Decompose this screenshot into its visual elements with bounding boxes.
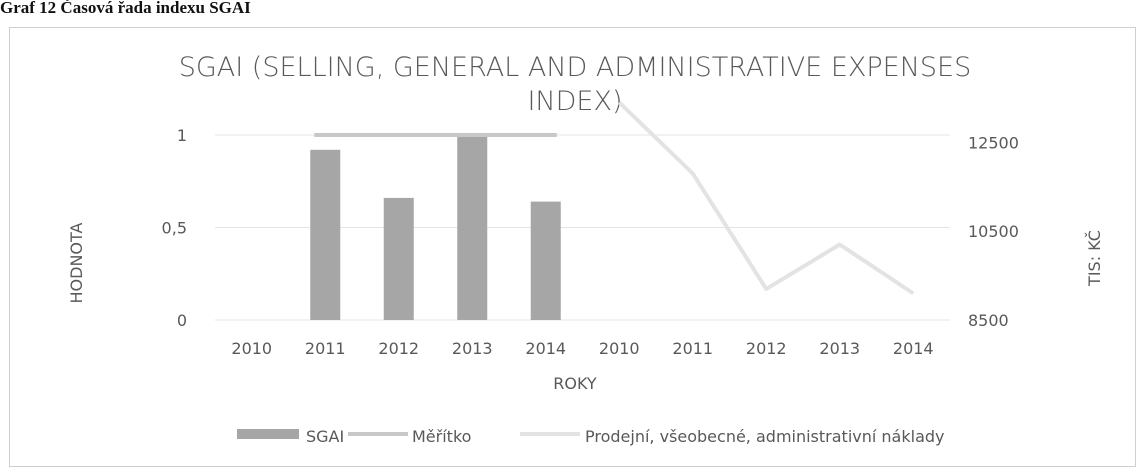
y-axis-title: HODNOTA [67,222,86,303]
y2-tick-label-2: 12500 [968,133,1019,152]
y2-tick-label-1: 10500 [968,222,1019,241]
x-tick-label-0: 2010 [231,339,272,358]
sgai-bar-2011-1 [310,149,341,320]
x-tick-label-4: 2014 [525,339,566,358]
sgai-bars [310,135,561,320]
legend-label-naklady: Prodejní, všeobecné, administrativní nák… [585,427,945,446]
y-tick-label-2: 1 [177,126,187,145]
legend: SGAI Měřítko Prodejní, všeobecné, admini… [237,427,945,446]
x-tick-label-8: 2013 [819,339,860,358]
chart-title-line-2: INDEX) [527,86,622,117]
chart-caption: Graf 12 Časová řada indexu SGAI [0,0,251,17]
legend-label-sgai: SGAI [306,427,344,446]
sgai-chart: SGAI (SELLING, GENERAL AND ADMINISTRATIV… [67,52,1104,446]
sgai-bar-2013-3 [457,135,488,320]
x-tick-label-7: 2012 [746,339,787,358]
x-axis-ticks: 2010 2011 2012 2013 2014 2010 2011 2012 2013 2014 [231,339,933,358]
y2-axis-title: TIS: KČ [1085,230,1104,287]
x-tick-label-2: 2012 [378,339,419,358]
series-line-2 [617,101,915,296]
y2-tick-label-0: 8500 [968,311,1009,330]
x-tick-label-1: 2011 [305,339,346,358]
legend-swatch-sgai [237,429,299,439]
chart-title-line-1: SGAI (SELLING, GENERAL AND ADMINISTRATIV… [179,52,972,83]
y-tick-label-1: 0,5 [162,219,187,238]
chart-frame: SGAI (SELLING, GENERAL AND ADMINISTRATIV… [9,27,1136,467]
y-tick-label-0: 0 [177,311,187,330]
sgai-bar-2012-2 [383,197,414,320]
series-lines [314,101,915,296]
x-tick-label-9: 2014 [893,339,934,358]
legend-label-meritko: Měřítko [412,427,471,446]
x-tick-label-6: 2011 [672,339,713,358]
x-axis-title: ROKY [553,374,597,393]
left-axis-ticks: 00,51 [162,126,187,330]
right-axis-ticks: 8500 10500 12500 [968,133,1019,330]
x-tick-label-3: 2013 [452,339,493,358]
sgai-bar-2014-4 [530,201,561,320]
x-tick-label-5: 2010 [599,339,640,358]
